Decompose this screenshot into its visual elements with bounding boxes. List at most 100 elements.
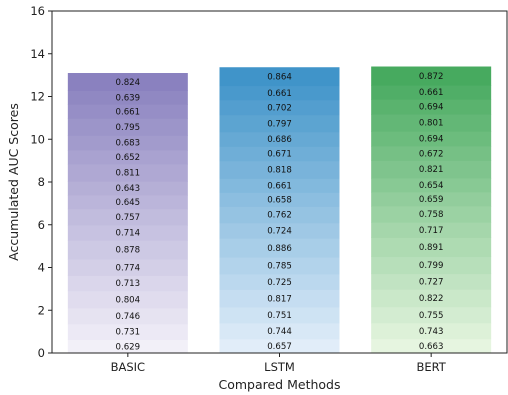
segment-value-label: 0.661 [116,107,141,117]
segment-value-label: 0.661 [267,89,292,99]
y-tick-label: 10 [30,132,45,146]
bar-segment [371,206,492,223]
bar-segment [371,338,492,354]
segment-value-label: 0.645 [116,198,141,208]
segment-value-label: 0.683 [116,139,141,149]
segment-value-label: 0.654 [419,181,444,191]
segment-value-label: 0.686 [267,135,292,145]
bar-segment [67,240,188,260]
segment-value-label: 0.661 [419,88,444,98]
bar-segment [371,289,492,308]
bar-segment [219,222,340,239]
bar-segment [67,323,188,340]
bar-segment [371,237,492,258]
segment-value-label: 0.672 [419,149,444,159]
segment-value-label: 0.818 [267,166,292,176]
bar-segment [67,275,188,292]
segment-value-label: 0.659 [419,195,444,205]
bar-segment [219,206,340,224]
bar-segment [67,73,188,92]
segment-value-label: 0.801 [419,119,444,129]
segment-value-label: 0.663 [419,342,444,352]
bar-segment [219,323,340,340]
segment-value-label: 0.725 [267,278,292,288]
bar-segment [219,307,340,324]
bar-segment [371,177,492,193]
bar-segment [67,181,188,196]
bar-segment [219,257,340,275]
bar-segment [371,114,492,132]
bar-segment [67,90,188,105]
bar-segment [67,290,188,309]
x-tick-label: LSTM [264,360,295,374]
bar-segment [67,224,188,241]
segment-value-label: 0.774 [116,263,141,273]
x-tick-label: BASIC [111,360,145,374]
segment-value-label: 0.804 [116,295,141,305]
bars-group [67,66,492,354]
bar-segment [371,99,492,115]
y-tick-label: 4 [38,261,45,275]
segment-value-label: 0.657 [267,342,292,352]
segment-value-label: 0.824 [116,78,141,88]
bar-segment [219,160,340,179]
bar-segment [67,307,188,325]
segment-value-label: 0.694 [419,103,444,113]
segment-value-label: 0.878 [116,246,141,256]
y-axis: 0 2 4 6 8 10 12 14 16 [30,4,52,360]
segment-value-label: 0.671 [267,150,292,160]
segment-value-label: 0.731 [116,328,141,338]
bar-segment [67,208,188,226]
bar-segment [219,289,340,308]
segment-value-label: 0.821 [419,165,444,175]
segment-value-label: 0.661 [267,181,292,191]
segment-value-label: 0.658 [267,196,292,206]
segment-value-label: 0.714 [116,229,141,239]
bar-segment [219,99,340,116]
x-tick-label: BERT [416,360,446,374]
bar-segment [371,256,492,275]
segment-value-label: 0.817 [267,294,292,304]
segment-value-label: 0.795 [116,123,141,133]
y-tick-label: 16 [30,4,45,18]
segment-value-label: 0.727 [419,277,444,287]
bar-segment [371,306,492,324]
bar-segment [219,338,340,354]
bar-segment [67,104,188,119]
bar-segment [371,222,492,238]
segment-value-label: 0.762 [267,211,292,221]
bar-segment [67,118,188,136]
segment-value-label: 0.629 [116,342,141,352]
bar-segment [219,192,340,207]
segment-value-label: 0.702 [267,103,292,113]
y-tick-label: 14 [30,47,45,61]
segment-value-label: 0.811 [116,169,141,179]
segment-value-label: 0.872 [419,72,444,82]
bar-segment [371,131,492,147]
segment-value-label: 0.785 [267,262,292,272]
segment-value-label: 0.643 [116,184,141,194]
segment-value-label: 0.744 [267,327,292,337]
segment-value-label: 0.755 [419,311,444,321]
bar-segment [219,114,340,133]
segment-labels-group: 0.629 0.731 0.746 0.804 0.713 0.774 0.878 0.714… [116,72,444,352]
bar-segment [67,339,188,354]
bar-segment [219,146,340,162]
bar-segment [219,131,340,147]
bar-segment [371,85,492,100]
bar-segment [67,150,188,165]
y-tick-label: 0 [38,346,45,360]
bar-segment [371,273,492,290]
y-tick-label: 2 [38,303,45,317]
segment-value-label: 0.717 [419,226,444,236]
segment-value-label: 0.724 [267,227,292,237]
y-tick-label: 12 [30,90,45,104]
segment-value-label: 0.797 [267,119,292,129]
segment-value-label: 0.891 [419,243,444,253]
bar-segment [219,67,340,87]
bar-segment [67,259,188,276]
segment-value-label: 0.799 [419,261,444,271]
segment-value-label: 0.713 [116,279,141,289]
bar-segment [371,322,492,340]
